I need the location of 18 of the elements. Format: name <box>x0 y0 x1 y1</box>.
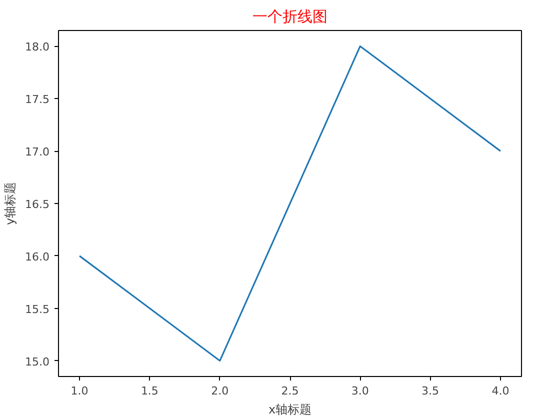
y-tick-label: 15.5 <box>25 302 50 316</box>
y-tick-label: 18.0 <box>25 40 50 54</box>
y-tick-label: 17.5 <box>25 93 50 106</box>
y-tick-label: 15.0 <box>25 355 50 368</box>
x-tick-label: 2.5 <box>281 384 299 398</box>
chart-title: 一个折线图 <box>252 8 328 26</box>
y-tick-label: 16.0 <box>25 250 50 264</box>
x-tick-label: 2.0 <box>211 384 229 398</box>
x-tick-label: 4.0 <box>492 384 510 398</box>
x-tick-label: 1.0 <box>70 384 88 398</box>
line-series <box>78 45 502 362</box>
x-tick-label: 1.5 <box>140 384 158 398</box>
y-tick-label: 17.0 <box>25 146 50 159</box>
y-tick-label: 16.5 <box>25 198 50 211</box>
y-axis-title: y轴标题 <box>3 182 18 226</box>
x-axis-title: x轴标题 <box>268 402 312 416</box>
x-tick-label: 3.5 <box>422 384 440 398</box>
x-tick-label: 3.0 <box>351 384 369 398</box>
